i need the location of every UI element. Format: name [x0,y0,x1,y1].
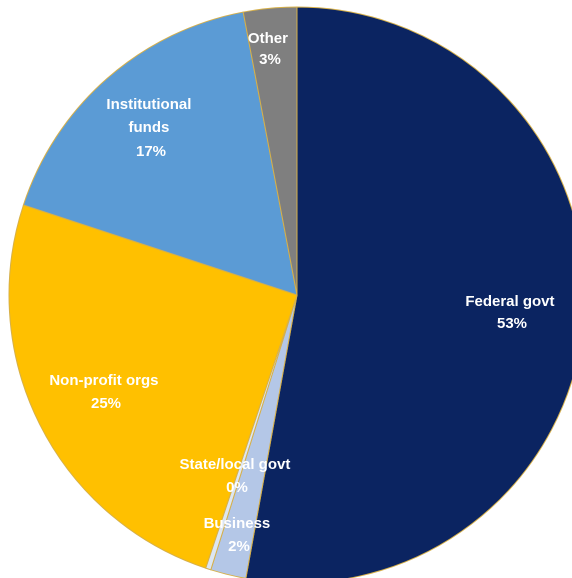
label-business-name: Business [204,515,271,532]
label-federal-name: Federal govt [465,293,554,310]
label-institutional-name-2: funds [129,119,170,136]
label-nonprofit-percent: 25% [91,395,121,412]
pie-slice-nonprofit [8,204,298,569]
label-business: Business 2% [204,515,275,555]
label-state: State/local govt 0% [179,456,294,496]
pie-slice-institutional [22,11,298,296]
label-state-name: State/local govt [179,456,290,473]
label-institutional-name-1: Institutional [106,96,191,113]
pie-labels: Federal govt 53% Other 3% Institutional … [49,30,558,555]
label-federal: Federal govt 53% [465,293,558,332]
label-federal-percent: 53% [497,315,527,332]
label-state-percent: 0% [226,479,248,496]
pie-slices [8,6,572,578]
label-nonprofit: Non-profit orgs 25% [49,372,162,412]
label-nonprofit-name: Non-profit orgs [49,372,158,389]
label-institutional-percent: 17% [136,143,166,160]
label-other-percent: 3% [259,51,281,68]
label-other: Other 3% [248,30,292,68]
pie-slice-other [242,6,298,296]
label-business-percent: 2% [228,538,250,555]
label-institutional: Institutional funds 17% [106,96,195,160]
label-other-name: Other [248,30,288,47]
pie-slice-federal [245,6,572,578]
